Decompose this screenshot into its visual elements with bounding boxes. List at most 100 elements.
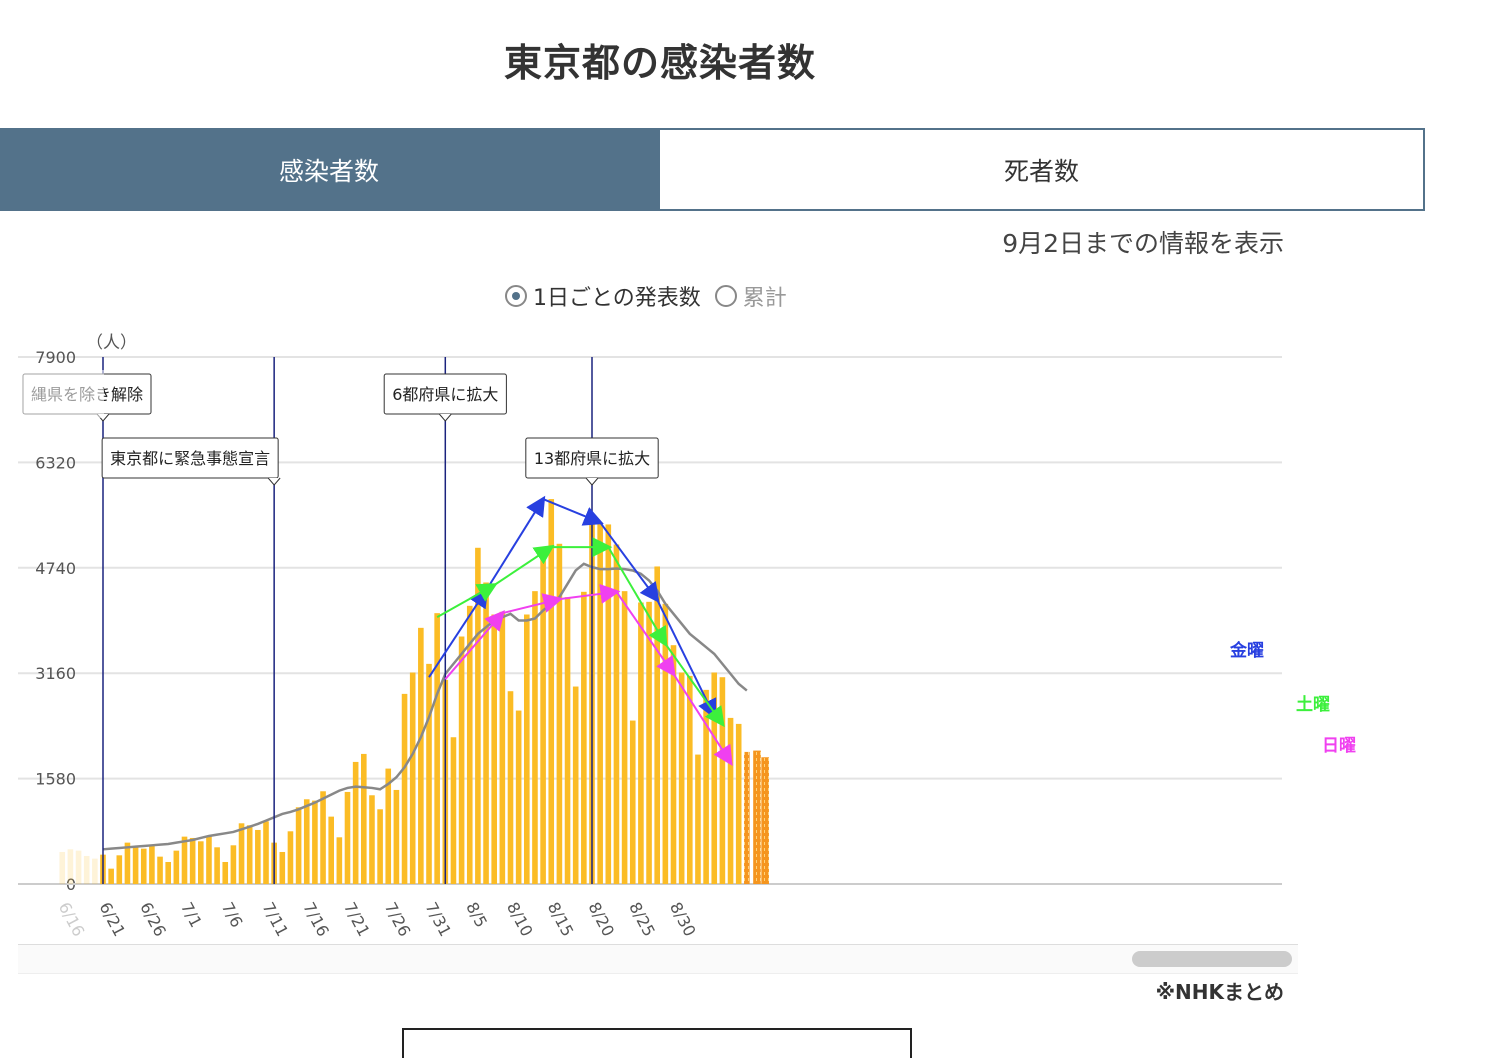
bottom-panel xyxy=(402,1028,912,1058)
x-tick-label: 7/6 xyxy=(218,899,247,931)
bar xyxy=(238,823,245,884)
trend-label: 金曜 xyxy=(1229,640,1264,661)
bar xyxy=(67,849,74,884)
bar xyxy=(75,850,82,884)
bar xyxy=(385,768,392,884)
bar xyxy=(377,809,383,884)
trend-segment xyxy=(493,544,555,586)
bar xyxy=(719,677,726,884)
bar xyxy=(255,829,261,884)
bar xyxy=(279,851,286,884)
trend-segment xyxy=(559,583,621,604)
bar xyxy=(727,717,734,884)
bar xyxy=(524,614,530,884)
callout-pointer xyxy=(267,477,281,486)
bar xyxy=(312,800,318,884)
event-label: 13都府県に拡大 xyxy=(534,449,650,468)
bar xyxy=(450,737,457,884)
event-callout: 6都府県に拡大 xyxy=(383,373,507,422)
radio-daily-label: 1日ごとの発表数 xyxy=(533,286,701,311)
bar xyxy=(540,551,546,884)
radio-cumulative[interactable]: 累計 xyxy=(714,280,787,312)
tab-infections[interactable]: 感染者数 xyxy=(0,128,658,211)
x-tick-label: 8/15 xyxy=(544,899,578,940)
bar xyxy=(434,613,440,884)
bar xyxy=(564,597,571,884)
bar xyxy=(287,831,294,884)
fade-overlay xyxy=(14,370,104,418)
x-tick-label: 7/21 xyxy=(340,899,374,940)
x-tick-label: 7/1 xyxy=(177,899,206,931)
trend-segment xyxy=(436,583,498,619)
trend-segment xyxy=(444,610,505,680)
page-title: 東京都の感染者数 xyxy=(503,41,816,85)
radio-daily[interactable]: 1日ごとの発表数 xyxy=(505,280,701,312)
radio-unchecked-icon xyxy=(714,285,737,307)
bar xyxy=(491,614,497,884)
bar xyxy=(572,686,579,884)
chart-scrollbar-thumb[interactable] xyxy=(1132,951,1292,967)
bar xyxy=(711,672,718,884)
chart-scrollbar-track[interactable] xyxy=(18,944,1298,974)
x-tick-label: 8/5 xyxy=(462,899,491,931)
bar xyxy=(475,547,481,884)
infections-chart: 015803160474063207900（人）縄県を除き解除東京都に緊急事態宣… xyxy=(14,333,1356,940)
bar xyxy=(320,791,326,884)
trend-segment xyxy=(502,593,564,615)
bar xyxy=(230,845,237,884)
bar xyxy=(295,807,302,884)
bar xyxy=(189,837,196,884)
event-label: 6都府県に拡大 xyxy=(392,385,498,404)
mode-radio-group: 1日ごとの発表数 累計 xyxy=(505,280,787,312)
source-note: ※NHKまとめ xyxy=(1155,980,1284,1004)
bar xyxy=(165,861,171,884)
bar xyxy=(409,672,416,884)
bar xyxy=(140,848,147,884)
x-tick-label: 8/25 xyxy=(625,899,659,940)
callout-box xyxy=(101,437,279,479)
bar xyxy=(678,672,685,884)
x-tick-label: 6/21 xyxy=(95,899,129,940)
trend-segment xyxy=(615,591,676,678)
bar xyxy=(662,603,669,884)
bar xyxy=(753,750,761,884)
trend-segment xyxy=(656,599,717,720)
bar xyxy=(173,850,180,884)
bar xyxy=(654,566,660,884)
x-tick-label: 7/11 xyxy=(258,899,292,940)
bar xyxy=(466,605,473,884)
bar xyxy=(328,816,334,884)
x-tick-label: 8/10 xyxy=(503,899,537,940)
bar xyxy=(401,693,408,884)
bar xyxy=(303,799,310,884)
bar xyxy=(393,789,400,884)
bar xyxy=(352,761,359,884)
bar xyxy=(621,591,628,884)
bar xyxy=(761,757,769,884)
bar xyxy=(532,591,538,884)
radio-checked-icon xyxy=(505,285,527,307)
bar xyxy=(344,791,351,884)
tab-deaths[interactable]: 死者数 xyxy=(658,128,1425,211)
bar xyxy=(670,645,677,884)
bar xyxy=(132,845,139,884)
bar xyxy=(222,861,229,884)
bar xyxy=(369,795,375,884)
bar xyxy=(515,710,522,884)
bar xyxy=(629,720,636,884)
trend-label: 土曜 xyxy=(1296,694,1330,715)
trend-segment xyxy=(672,673,733,766)
trend-label: 日曜 xyxy=(1322,736,1356,756)
bar xyxy=(581,591,587,884)
bar xyxy=(124,842,131,884)
bar xyxy=(597,522,603,884)
bar xyxy=(687,675,693,884)
bar xyxy=(638,602,644,884)
tab-bar: 感染者数 死者数 xyxy=(0,128,1425,211)
bar xyxy=(214,847,220,884)
bar xyxy=(458,636,465,884)
bar xyxy=(695,754,701,884)
bar xyxy=(246,825,253,884)
bar xyxy=(361,753,367,884)
x-tick-label: 8/20 xyxy=(584,899,618,940)
